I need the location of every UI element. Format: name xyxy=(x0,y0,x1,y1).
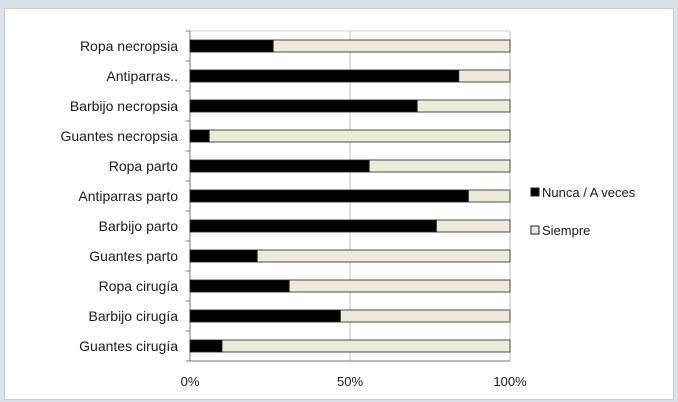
legend-swatch xyxy=(530,187,540,197)
bar-nunca-a-veces xyxy=(189,219,437,233)
bar-nunca-a-veces xyxy=(189,189,469,203)
bar-siempre xyxy=(458,69,511,83)
category-label: Barbijo necropsia xyxy=(70,98,178,114)
bar-siempre xyxy=(221,339,511,353)
legend-swatch xyxy=(530,225,540,235)
bar-nunca-a-veces xyxy=(189,159,370,173)
bar-siempre xyxy=(339,309,511,323)
category-label: Guantes cirugía xyxy=(79,338,178,354)
bar-siempre xyxy=(368,159,511,173)
x-tick-label: 0% xyxy=(181,374,200,389)
bar-siempre xyxy=(208,129,511,143)
bar-siempre xyxy=(435,219,511,233)
legend-label: Nunca / A veces xyxy=(542,185,636,200)
bar-nunca-a-veces xyxy=(189,99,418,113)
bar-nunca-a-veces xyxy=(189,249,258,263)
category-label: Ropa parto xyxy=(109,158,178,174)
stacked-bar-chart: 0% 50% 100% Ropa necropsia Antiparras.. Barbi… xyxy=(60,30,636,389)
bar-nunca-a-veces xyxy=(189,69,460,83)
category-label: Guantes parto xyxy=(89,248,178,264)
category-label: Ropa necropsia xyxy=(80,38,178,54)
x-tick-label: 50% xyxy=(337,374,363,389)
category-label: Antiparras.. xyxy=(106,68,178,84)
bar-nunca-a-veces xyxy=(189,129,210,143)
chart-frame: 0% 50% 100% Ropa necropsia Antiparras.. Barbi… xyxy=(4,8,674,400)
category-label: Antiparras parto xyxy=(78,188,178,204)
category-label: Barbijo cirugía xyxy=(89,308,179,324)
bar-siempre xyxy=(272,39,511,53)
category-label: Guantes necropsia xyxy=(60,128,178,144)
bar-siempre xyxy=(256,249,511,263)
bar-nunca-a-veces xyxy=(189,279,290,293)
bar-siempre xyxy=(467,189,511,203)
bar-nunca-a-veces xyxy=(189,39,274,53)
x-tick-label: 100% xyxy=(493,374,527,389)
bar-siempre xyxy=(416,99,511,113)
bar-siempre xyxy=(288,279,511,293)
bar-nunca-a-veces xyxy=(189,339,223,353)
legend-label: Siempre xyxy=(542,223,590,238)
category-label: Ropa cirugía xyxy=(99,278,179,294)
category-label: Barbijo parto xyxy=(99,218,179,234)
bar-nunca-a-veces xyxy=(189,309,341,323)
